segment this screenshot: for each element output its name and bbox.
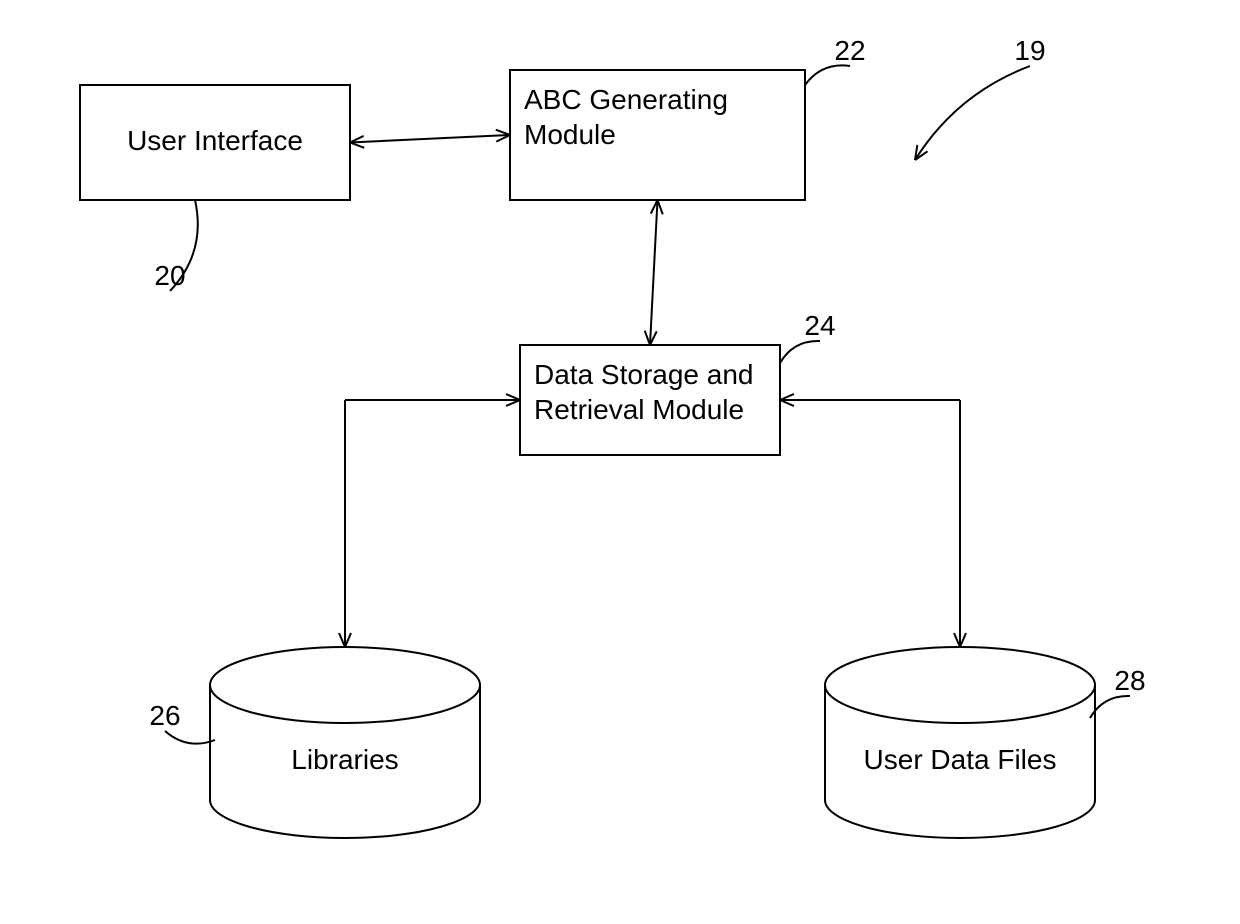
cylinder-udf: User Data Files [825,647,1095,838]
ref-28-label: 28 [1114,665,1145,696]
ref-24: 24 [780,310,836,363]
ref-22: 22 [805,35,866,85]
cylinder-lib: Libraries [210,647,480,838]
ref-28: 28 [1090,665,1146,718]
box-dsr: Data Storage and Retrieval Module [520,345,780,455]
cylinder-udf-label: User Data Files [864,744,1057,775]
box-abc-label: Module [524,119,616,150]
box-dsr-label: Retrieval Module [534,394,744,425]
ref-26: 26 [149,700,215,744]
box-abc-label: ABC Generating [524,84,728,115]
box-ui-label: User Interface [127,125,303,156]
edge-2 [339,394,520,647]
edge-1 [645,200,663,345]
ref-22-label: 22 [834,35,865,66]
edge-0 [350,130,510,148]
ref-20: 20 [154,200,197,291]
box-abc: ABC Generating Module [510,70,805,200]
box-dsr-label: Data Storage and [534,359,754,390]
ref-20-label: 20 [154,260,185,291]
cylinder-lib-label: Libraries [291,744,398,775]
ref-26-label: 26 [149,700,180,731]
ref-19-label: 19 [1014,35,1045,66]
ref-24-label: 24 [804,310,835,341]
edge-3 [780,394,966,647]
ref-19: 19 [915,35,1046,160]
box-ui: User Interface [80,85,350,200]
